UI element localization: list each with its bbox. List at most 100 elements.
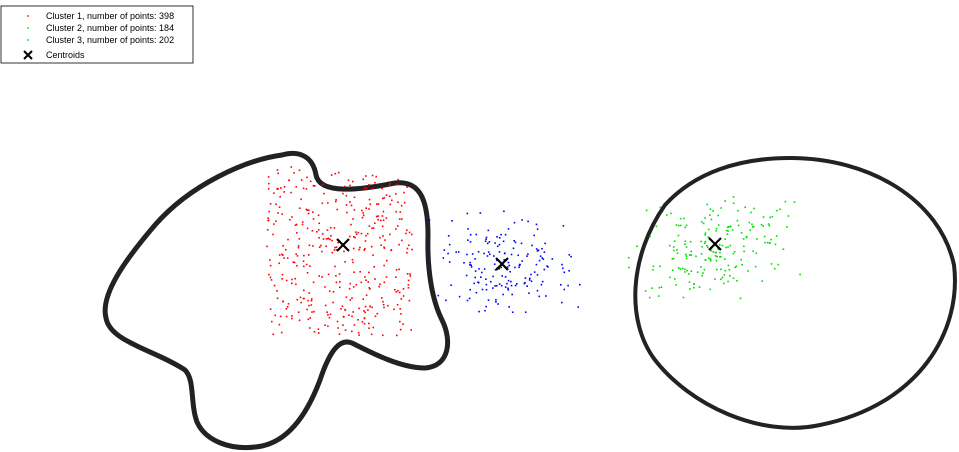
cluster-1-point [327, 202, 329, 204]
cluster-2-point [498, 251, 501, 253]
cluster-2-point [544, 242, 546, 245]
cluster-1-point [409, 275, 412, 277]
cluster-1-point [349, 299, 352, 301]
cluster-2-point [516, 283, 518, 285]
cluster-3-point [704, 240, 707, 243]
cluster-3-point [636, 245, 638, 248]
cluster-1-point [389, 182, 391, 185]
cluster-1-point [362, 212, 364, 214]
cluster-1-point [386, 259, 388, 262]
cluster-2-point [504, 286, 507, 288]
cluster-2-point [498, 243, 501, 246]
legend-marker-centroids [23, 50, 33, 60]
cluster-3-point [745, 236, 748, 239]
cluster-3-point [715, 229, 717, 232]
cluster-1-point [333, 249, 336, 251]
cluster-2-point [487, 299, 490, 301]
cluster-1-point [383, 197, 386, 199]
cluster-3-point [688, 273, 690, 275]
cluster-3-point [720, 255, 722, 258]
cluster-1-point [295, 186, 298, 188]
cluster-3-point [628, 266, 630, 269]
cluster-3-point [737, 209, 739, 212]
cluster-3-point [727, 264, 730, 267]
cluster-2-point [503, 259, 505, 261]
cluster-1-point [308, 292, 311, 294]
cluster-1-point [335, 200, 337, 203]
cluster-3-point [736, 219, 739, 222]
cluster-2-point [481, 288, 484, 291]
cluster-2-point [478, 310, 480, 313]
cluster-1-point [291, 216, 293, 218]
cluster-3-point [753, 207, 755, 210]
cluster-1-point [267, 217, 269, 219]
cluster-1-point [281, 253, 283, 256]
cluster-1-point [352, 261, 354, 264]
cluster-1-point [351, 330, 353, 333]
cluster-1-point [285, 308, 288, 310]
cluster-1-point [395, 228, 397, 230]
cluster-2-point [533, 271, 536, 273]
cluster-1-point [333, 227, 336, 229]
cluster-3-point [760, 223, 763, 226]
cluster-2-point [428, 219, 431, 221]
cluster-3-point [786, 226, 788, 228]
cluster-1-point [399, 211, 402, 213]
cluster-3-point [710, 218, 713, 221]
cluster-2-point [495, 285, 498, 287]
cluster-3-point [724, 269, 727, 272]
cluster-1-point [268, 210, 270, 213]
cluster-2-point [507, 289, 510, 291]
cluster-2-point [560, 284, 562, 286]
cluster-2-point [483, 252, 485, 255]
cluster-2-point [474, 270, 477, 272]
cluster-2-point [493, 263, 496, 265]
cluster-1-point [368, 322, 370, 325]
cluster-1-point [275, 203, 277, 205]
cluster-3-point [762, 225, 764, 227]
cluster-2-point [455, 251, 457, 253]
cluster-3-point [710, 250, 712, 252]
cluster-3-point [660, 286, 663, 288]
cluster-3-point [729, 244, 732, 247]
cluster-2-point [485, 238, 487, 240]
cluster-1-point [363, 249, 365, 251]
cluster-1-point [406, 229, 408, 231]
cluster-1-point [303, 297, 305, 300]
cluster-3-point [655, 225, 658, 228]
cluster-1-point [342, 192, 344, 195]
cluster-2-point [535, 223, 538, 226]
cluster-1-point [371, 227, 373, 230]
cluster-1-point [303, 289, 305, 292]
cluster-3-point [690, 270, 693, 272]
cluster-1-point [406, 186, 408, 188]
cluster-2-point [483, 268, 486, 270]
cluster-2-point [520, 242, 523, 245]
cluster-2-point [541, 247, 543, 250]
cluster-2-point [467, 239, 469, 241]
cluster-1-point [307, 318, 310, 321]
cluster-1-point [274, 314, 277, 317]
cluster-2-point [494, 285, 496, 287]
cluster-3-point [703, 242, 706, 244]
cluster-1-point [398, 218, 401, 220]
cluster-1-point [305, 188, 308, 190]
cluster-1-point [377, 218, 379, 221]
cluster-2-point [502, 240, 505, 243]
cluster-1-point [310, 304, 313, 306]
cluster-3-point [652, 265, 655, 268]
cluster-2-point [506, 282, 508, 285]
cluster-2-point [504, 276, 507, 278]
cluster-1-point [316, 231, 318, 233]
cluster-1-point [410, 329, 412, 331]
cluster-2-point [577, 306, 579, 308]
cluster-2-point [529, 277, 531, 280]
cluster-1-point [281, 273, 284, 276]
cluster-2-point [508, 264, 511, 267]
cluster-2-point [546, 265, 548, 267]
cluster-1-point [314, 185, 316, 187]
cluster-3-point [700, 266, 702, 268]
cluster-1-point [402, 323, 404, 325]
cluster-1-point [379, 283, 381, 286]
cluster-3-point [728, 268, 731, 271]
